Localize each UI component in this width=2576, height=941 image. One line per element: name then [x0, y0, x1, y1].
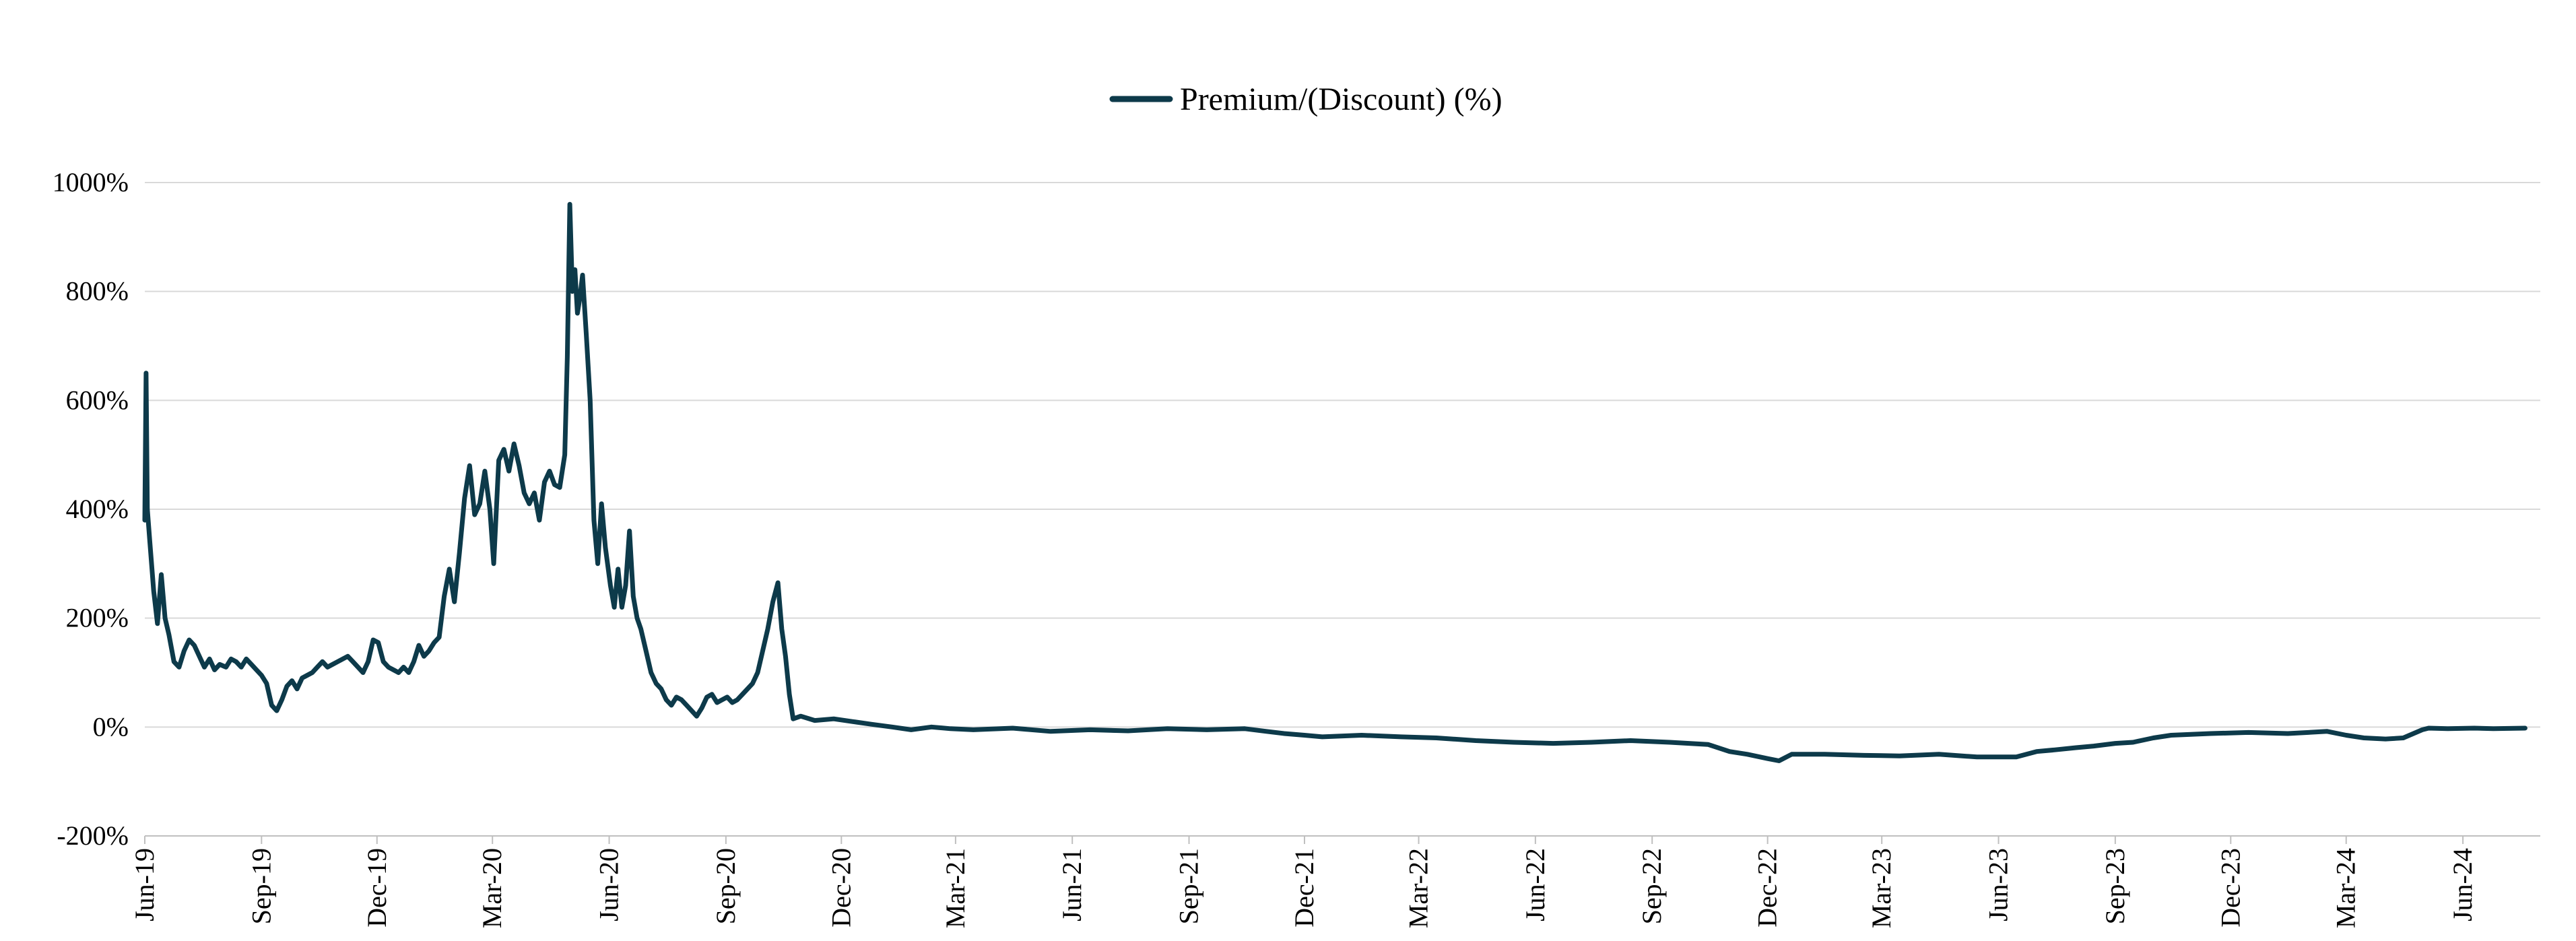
y-tick-label: 600%	[66, 385, 129, 415]
y-tick-label: 1000%	[53, 167, 129, 197]
x-axis: Jun-19 Sep-19 Dec-19 Mar-20 Jun-20 Sep-20 Dec-…	[129, 836, 2478, 928]
y-tick-label: -200%	[57, 820, 129, 851]
x-tick-label: Dec-20	[826, 848, 856, 928]
x-tick-label: Jun-24	[2447, 848, 2478, 921]
x-tick-label: Mar-23	[1866, 848, 1896, 928]
y-tick-label: 800%	[66, 276, 129, 306]
y-tick-label: 200%	[66, 603, 129, 633]
x-tick-label: Mar-21	[940, 848, 970, 928]
x-tick-label: Jun-23	[1983, 848, 2014, 921]
x-tick-label: Mar-24	[2331, 848, 2361, 928]
x-tick-label: Sep-19	[246, 848, 276, 924]
x-tick-label: Dec-21	[1289, 848, 1319, 928]
x-tick-label: Jun-20	[594, 848, 624, 921]
y-tick-label: 0%	[93, 711, 129, 742]
series-layer	[142, 201, 2528, 763]
x-tick-label: Dec-23	[2215, 848, 2245, 928]
x-tick-label: Sep-23	[2100, 848, 2130, 924]
x-tick-label: Mar-22	[1403, 848, 1434, 928]
legend-label: Premium/(Discount) (%)	[1180, 82, 1502, 117]
y-axis-tick-labels: -200% 0% 200% 400% 600% 800% 1000%	[53, 167, 129, 851]
y-tick-label: 400%	[66, 494, 129, 524]
x-tick-label: Dec-22	[1752, 848, 1783, 928]
legend: Premium/(Discount) (%)	[1109, 82, 1502, 117]
x-tick-label: Sep-22	[1637, 848, 1667, 924]
series-line	[142, 201, 2528, 763]
gridlines	[145, 182, 2540, 837]
x-tick-label: Sep-20	[711, 848, 741, 924]
x-tick-label: Dec-19	[362, 848, 392, 928]
x-tick-label: Jun-22	[1520, 848, 1550, 921]
x-tick-label: Jun-19	[129, 848, 160, 921]
x-tick-label: Mar-20	[477, 848, 507, 928]
x-tick-label: Sep-21	[1174, 848, 1204, 924]
x-tick-label: Jun-21	[1057, 848, 1087, 921]
